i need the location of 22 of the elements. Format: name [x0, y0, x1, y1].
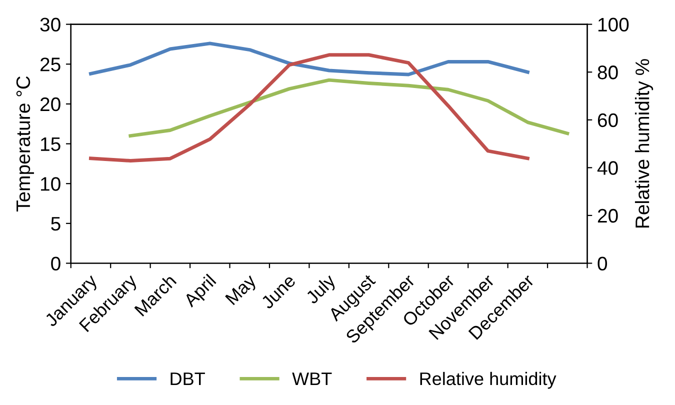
y-tick-label: 30 [40, 18, 60, 32]
y2-axis-title: Relative humidity % [634, 59, 654, 228]
y-tick-label: 15 [41, 137, 60, 152]
y2-tick-label: 20 [598, 208, 618, 223]
y2-tick-label: 60 [598, 113, 618, 128]
legend-label: WBT [292, 372, 332, 386]
legend-label: DBT [170, 372, 205, 386]
line-series [128, 78, 570, 138]
y2-tick-label: 100 [598, 18, 629, 32]
y2-tick-label: 40 [597, 161, 618, 175]
legend-label: Relative humidity [420, 372, 556, 389]
line-series [89, 53, 530, 162]
y-tick-label: 5 [51, 217, 60, 231]
line-series [89, 42, 530, 76]
y-tick-label: 0 [51, 256, 60, 270]
y-tick-label: 10 [41, 177, 60, 191]
y2-tick-label: 0 [598, 256, 608, 270]
y-tick-label: 20 [40, 97, 60, 112]
x-tick-label: May [225, 273, 260, 308]
y2-tick-label: 80 [598, 66, 618, 80]
y-tick-label: 25 [40, 58, 60, 72]
y-axis-title: Temperature °C [16, 76, 34, 212]
